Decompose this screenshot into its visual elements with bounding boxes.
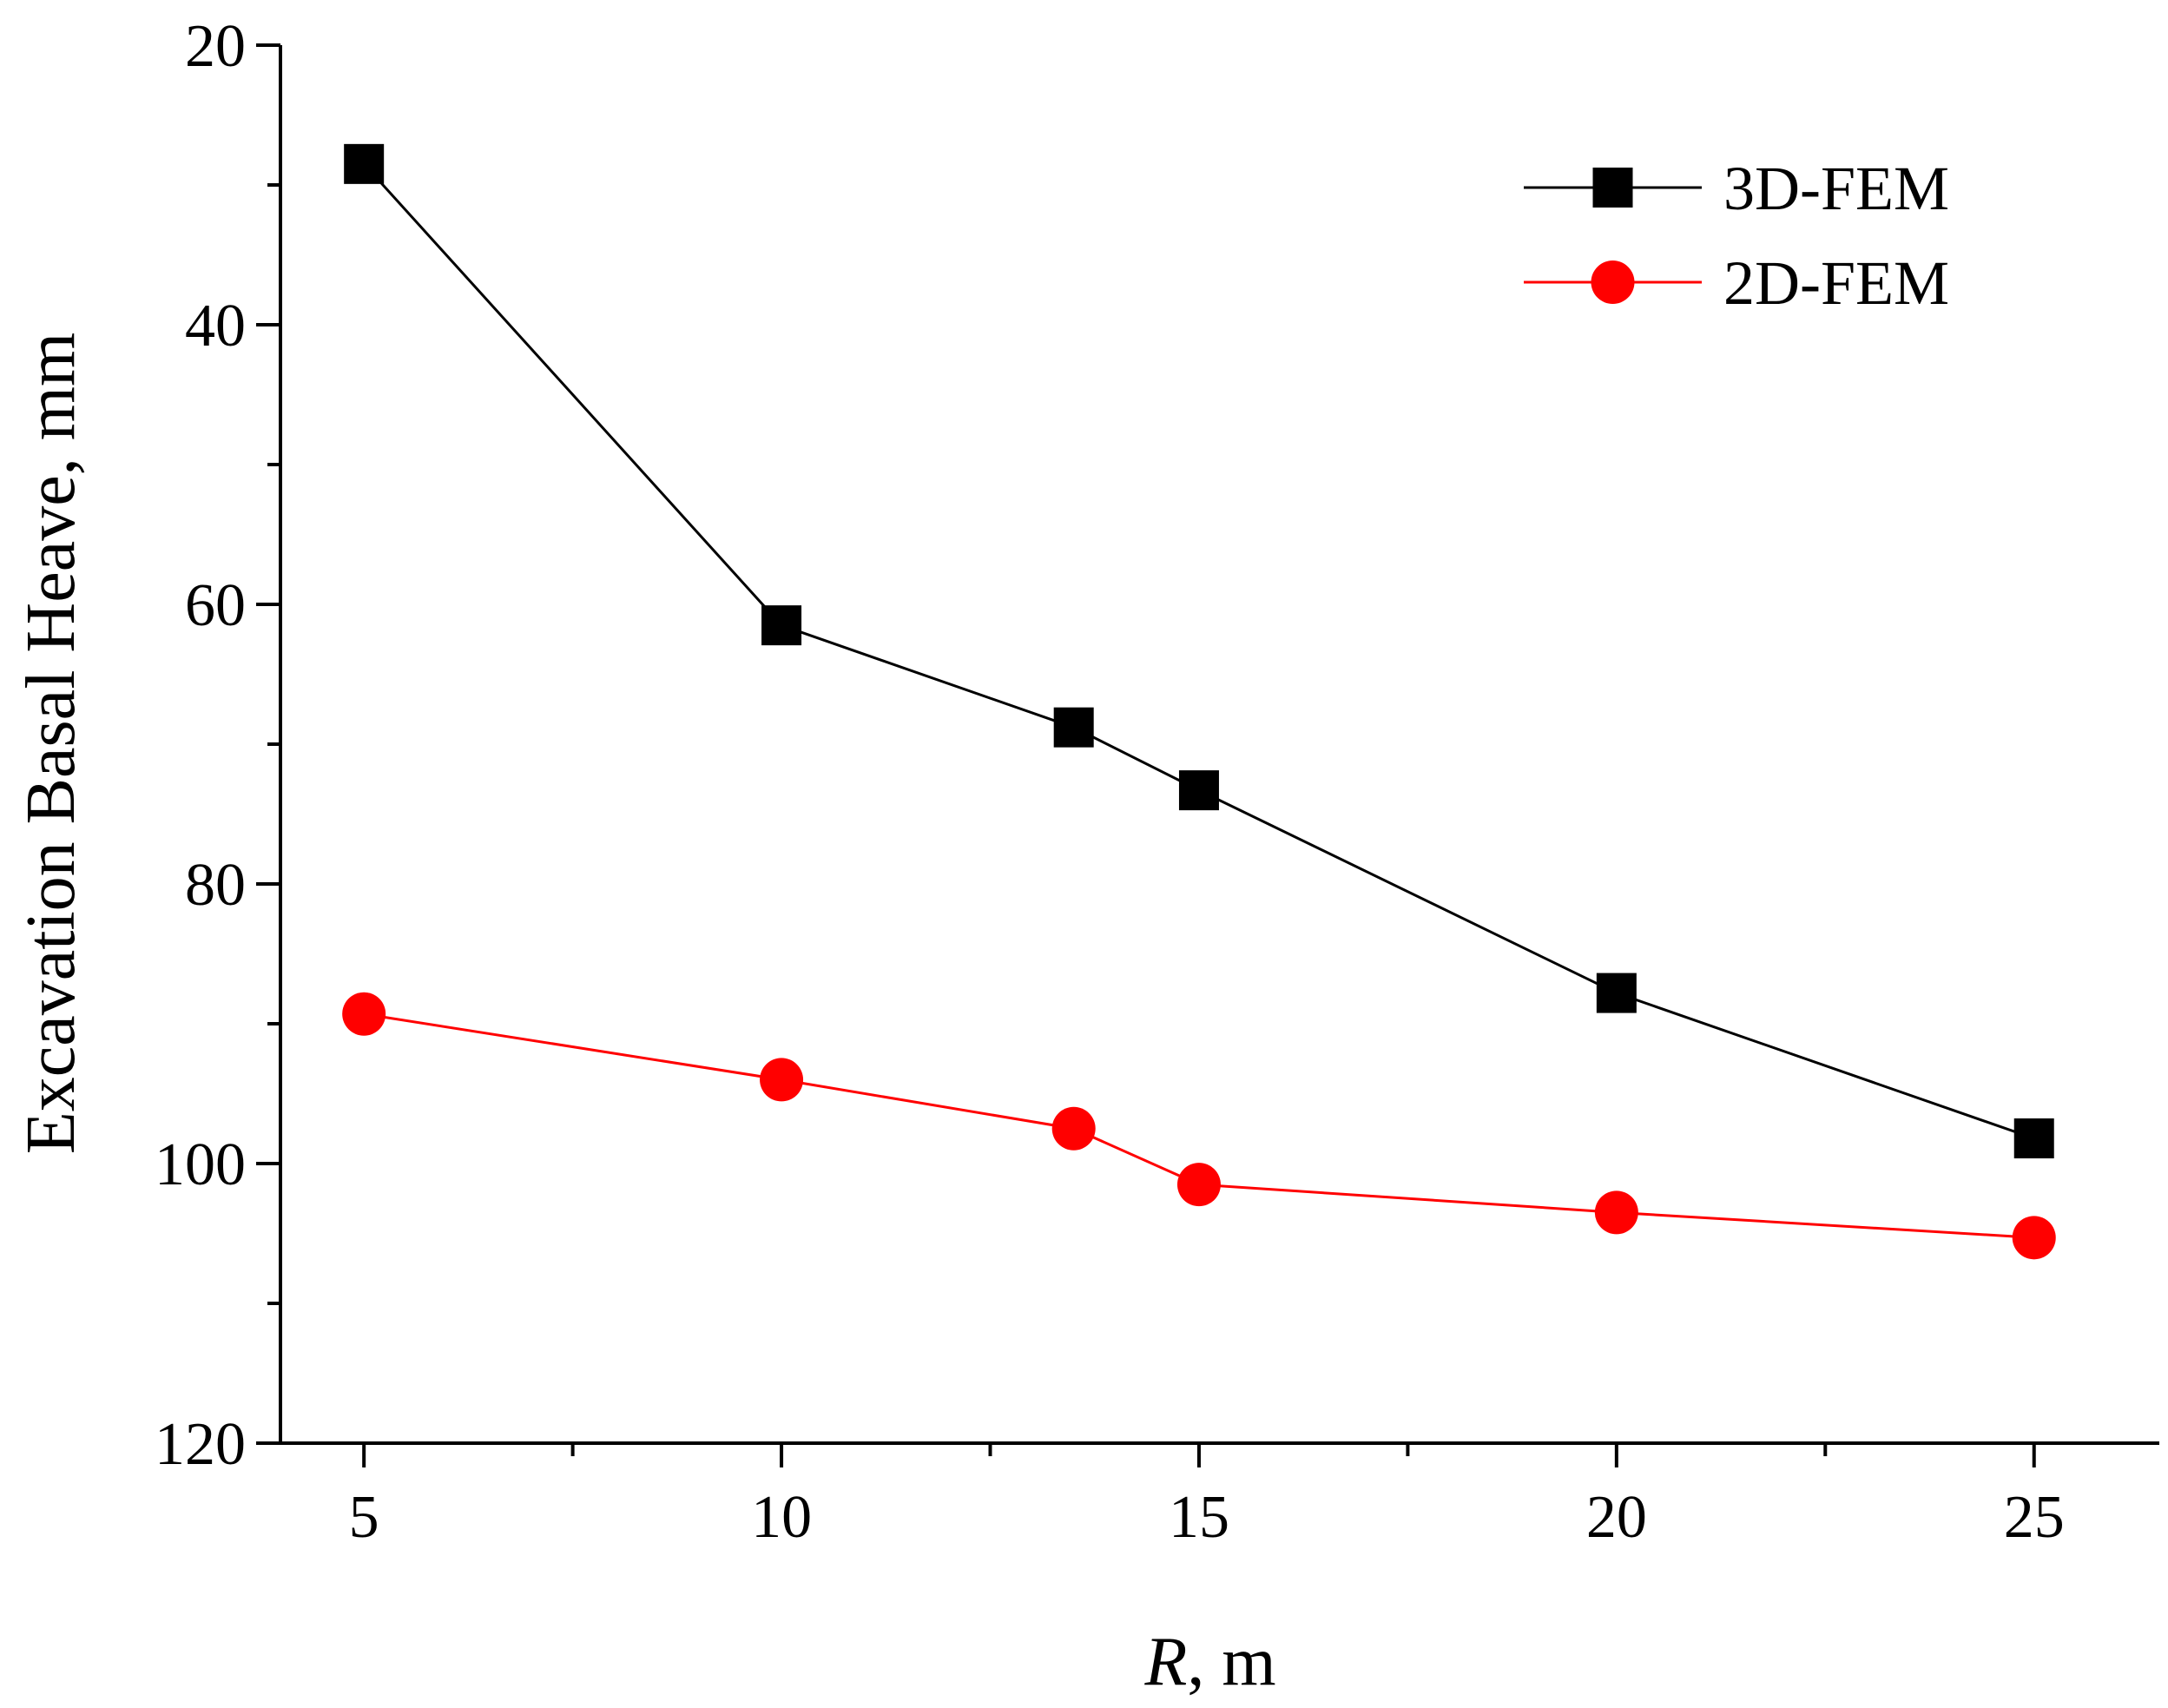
legend-item-3d-fem: 3D-FEM xyxy=(1524,154,1949,223)
data-point xyxy=(760,1058,804,1102)
legend-marker xyxy=(1591,260,1635,304)
legend-marker xyxy=(1592,168,1633,208)
series-line xyxy=(363,162,2035,1140)
y-tick-label: 80 xyxy=(185,852,246,919)
data-point xyxy=(344,143,385,184)
x-tick-label: 5 xyxy=(349,1484,379,1551)
x-tick-label: 20 xyxy=(1586,1484,1647,1551)
x-tick-label: 15 xyxy=(1169,1484,1229,1551)
series-layer xyxy=(342,143,2056,1260)
data-point xyxy=(1051,1106,1096,1151)
series-line xyxy=(363,1012,2034,1239)
data-point xyxy=(2013,1118,2054,1159)
legend: 3D-FEM 2D-FEM xyxy=(1524,154,1949,318)
y-tick-label: 100 xyxy=(155,1131,246,1198)
y-tick-label: 40 xyxy=(185,293,246,359)
data-point xyxy=(342,992,386,1036)
data-point xyxy=(1053,707,1094,748)
x-tick-label: 10 xyxy=(751,1484,812,1551)
legend-item-2d-fem: 2D-FEM xyxy=(1524,248,1949,318)
data-point xyxy=(761,605,802,646)
data-point xyxy=(1178,770,1219,811)
x-axis-title: R, m xyxy=(1143,1624,1275,1700)
y-tick-label: 20 xyxy=(185,13,246,80)
data-point xyxy=(1596,973,1637,1013)
data-point xyxy=(2012,1216,2056,1260)
series-3d-fem xyxy=(344,143,2054,1159)
y-axis-title: Excavation Basal Heave, mm xyxy=(13,333,89,1154)
x-axis-title-unit: , m xyxy=(1187,1624,1275,1700)
axes: 20 40 60 80 100 120 5 10 15 20 25 xyxy=(155,13,2159,1551)
legend-label: 3D-FEM xyxy=(1723,154,1949,223)
x-tick-label: 25 xyxy=(2004,1484,2065,1551)
data-point xyxy=(1594,1190,1638,1235)
data-point xyxy=(1176,1163,1221,1207)
legend-label: 2D-FEM xyxy=(1723,248,1949,318)
x-axis-title-variable: R xyxy=(1143,1624,1187,1700)
y-tick-label: 120 xyxy=(155,1411,246,1478)
series-2d-fem xyxy=(342,992,2056,1260)
y-tick-label: 60 xyxy=(185,572,246,639)
